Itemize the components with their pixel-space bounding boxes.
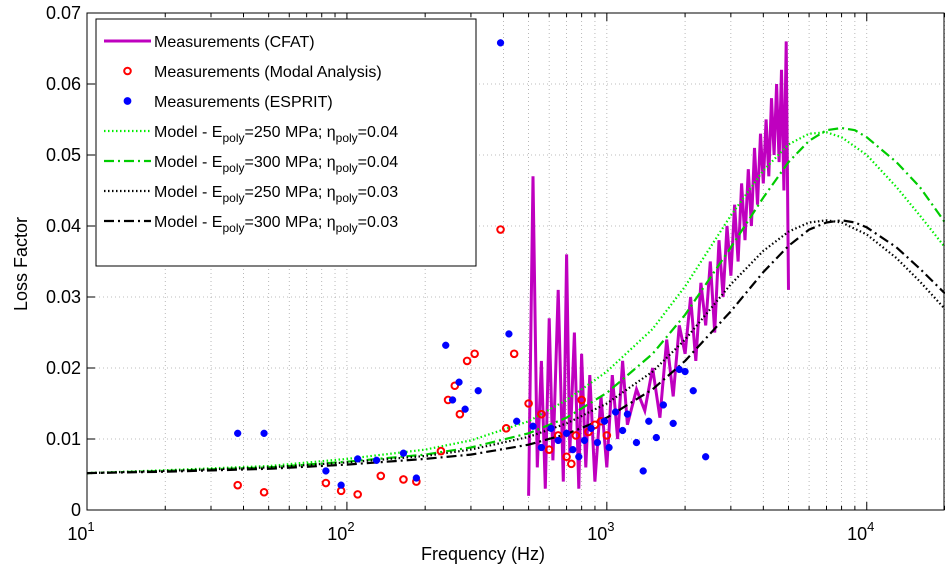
y-tick-label: 0.04	[46, 216, 81, 236]
esprit-point	[681, 367, 689, 376]
model-line	[86, 131, 945, 475]
esprit-point	[618, 426, 627, 435]
modal-point	[321, 478, 331, 488]
esprit-point	[702, 453, 710, 461]
esprit-point	[593, 438, 602, 447]
esprit-point	[611, 408, 620, 416]
esprit-point	[412, 474, 421, 482]
modal-point	[376, 471, 386, 481]
esprit-point	[496, 39, 505, 47]
legend-swatch	[123, 97, 132, 105]
esprit-point	[645, 417, 653, 425]
legend-label: Model - Epoly=250 MPa; ηpoly=0.03	[154, 184, 398, 205]
esprit-point	[689, 387, 697, 395]
legend-label: Model - Epoly=300 MPa; ηpoly=0.03	[154, 214, 398, 235]
modal-point	[455, 409, 465, 419]
esprit-point	[659, 401, 668, 409]
esprit-point	[580, 436, 589, 445]
model-line	[86, 126, 945, 475]
ticks: 101 102 103 104 0 0.01 0.02 0.03 0.04 0.05 0.06 0.0…	[46, 3, 945, 544]
legend-label: Model - Epoly=300 MPa; ηpoly=0.04	[154, 154, 398, 175]
x-axis-label: Frequency (Hz)	[421, 544, 545, 564]
esprit-point	[448, 396, 457, 404]
modal-point	[462, 356, 472, 366]
modal-point	[537, 409, 546, 419]
esprit-point	[547, 424, 555, 433]
esprit-point	[505, 330, 513, 338]
modal-point	[544, 445, 554, 454]
x-tick-label: 103	[587, 519, 614, 544]
esprit-point	[513, 417, 521, 425]
y-tick-label: 0.02	[46, 358, 81, 378]
esprit-point	[234, 429, 242, 437]
axes-box	[86, 12, 945, 511]
modal-point	[509, 349, 519, 359]
series-layer	[86, 39, 945, 499]
modal-point	[436, 446, 446, 456]
modal-point	[501, 424, 511, 433]
modal-point	[562, 452, 571, 462]
esprit-point	[537, 443, 546, 452]
legend-label: Measurements (ESPRIT)	[154, 94, 333, 111]
modal-point	[577, 395, 586, 405]
legend-label: Measurements (CFAT)	[154, 34, 315, 51]
esprit-point	[569, 446, 577, 454]
esprit-point	[639, 467, 647, 475]
esprit-point	[587, 424, 595, 433]
y-tick-label: 0.06	[46, 74, 81, 94]
modal-point	[233, 480, 242, 490]
y-tick-label: 0	[71, 500, 81, 520]
modal-point	[496, 225, 505, 234]
esprit-point	[455, 378, 463, 386]
y-axis-label: Loss Factor	[11, 217, 31, 311]
esprit-point	[669, 419, 677, 428]
modal-point	[602, 431, 612, 440]
esprit-point	[575, 453, 583, 461]
modal-point	[399, 475, 408, 484]
x-tick-label: 102	[327, 519, 354, 544]
esprit-point	[337, 481, 345, 489]
esprit-point	[399, 449, 408, 457]
esprit-point	[322, 467, 330, 475]
esprit-point	[474, 387, 482, 395]
legend-swatch	[123, 66, 132, 76]
legend-label: Model - Epoly=250 MPa; ηpoly=0.04	[154, 124, 398, 145]
esprit-point	[354, 455, 362, 463]
modal-point	[571, 431, 581, 440]
modal-point	[259, 487, 269, 497]
esprit-point	[623, 410, 632, 418]
x-tick-label: 101	[67, 519, 94, 544]
esprit-point	[260, 429, 268, 437]
esprit-point	[554, 436, 562, 445]
modal-point	[567, 459, 576, 469]
esprit-point	[529, 422, 537, 430]
y-tick-label: 0.05	[46, 145, 81, 165]
esprit-point	[652, 433, 660, 442]
esprit-point	[600, 417, 609, 425]
legend: Measurements (CFAT) Measurements (Modal A…	[95, 18, 477, 267]
y-tick-label: 0.07	[46, 3, 81, 23]
legend-label: Measurements (Modal Analysis)	[154, 64, 382, 81]
y-tick-label: 0.01	[46, 429, 81, 449]
y-tick-label: 0.03	[46, 287, 81, 307]
esprit-point	[562, 429, 571, 437]
x-tick-label: 104	[847, 519, 874, 544]
legend-box	[95, 18, 477, 267]
esprit-point	[632, 438, 641, 447]
cfat-line	[527, 41, 790, 496]
modal-point	[450, 381, 460, 391]
modal-point	[470, 349, 479, 359]
modal-point	[353, 490, 362, 499]
esprit-point	[442, 341, 450, 349]
esprit-point	[605, 443, 613, 452]
esprit-point	[372, 456, 381, 464]
modal-point	[524, 399, 533, 408]
esprit-point	[461, 405, 469, 413]
